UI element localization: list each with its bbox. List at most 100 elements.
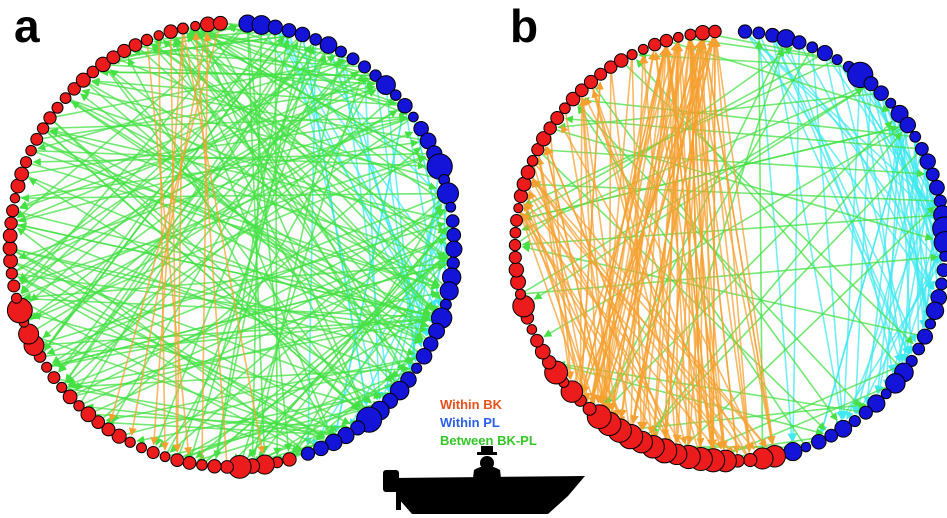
node-pl <box>427 154 452 179</box>
node-pl <box>282 24 296 38</box>
legend-entry: Within BK <box>440 397 503 412</box>
node-pl <box>320 37 337 54</box>
node-pl <box>915 143 928 156</box>
node-pl <box>936 278 947 290</box>
node-pl <box>801 442 811 452</box>
edge <box>59 44 312 371</box>
node-bk <box>510 227 521 238</box>
node-bk <box>638 44 648 54</box>
node-bk <box>208 460 221 473</box>
node-bk <box>201 17 216 32</box>
node-bk <box>709 25 721 37</box>
node-bk <box>60 93 71 104</box>
node-bk <box>197 460 208 471</box>
node-bk <box>10 194 19 203</box>
node-bk <box>551 112 564 125</box>
node-bk <box>511 214 523 226</box>
node-bk <box>3 241 17 255</box>
node-pl <box>295 27 310 42</box>
node-pl <box>930 180 945 195</box>
node-pl <box>910 131 921 142</box>
node-pl <box>793 36 806 49</box>
node-bk <box>744 453 757 466</box>
node-bk <box>26 145 37 156</box>
node-bk <box>37 123 48 134</box>
node-pl <box>347 53 359 65</box>
node-pl <box>446 215 459 228</box>
node-bk <box>674 32 684 42</box>
node-bk <box>283 453 296 466</box>
node-bk <box>15 167 29 181</box>
node-bk <box>685 29 696 40</box>
node-bk <box>52 102 63 113</box>
node-pl <box>859 406 872 419</box>
node-bk <box>4 254 18 268</box>
node-pl <box>437 183 458 204</box>
node-pl <box>940 251 947 261</box>
node-bk <box>213 16 227 30</box>
node-bk <box>660 34 672 46</box>
node-pl <box>252 16 271 35</box>
node-bk <box>627 50 637 60</box>
node-bk <box>42 362 52 372</box>
node-pl <box>753 27 765 39</box>
node-bk <box>137 443 147 453</box>
node-pl <box>926 168 939 181</box>
node-pl <box>832 55 842 65</box>
node-pl <box>926 302 943 319</box>
node-bk <box>48 372 60 384</box>
node-pl <box>777 30 795 48</box>
panel-label: a <box>14 0 40 52</box>
node-bk <box>695 26 709 40</box>
edge <box>580 97 581 393</box>
boat-icon <box>383 446 585 514</box>
node-bk <box>509 239 520 250</box>
node-pl <box>447 257 459 269</box>
node-bk <box>147 447 159 459</box>
node-bk <box>164 25 177 38</box>
node-bk <box>129 39 142 52</box>
node-bk <box>3 229 17 243</box>
node-bk <box>527 325 537 335</box>
node-pl <box>900 117 915 132</box>
node-pl <box>920 154 935 169</box>
node-bk <box>74 401 84 411</box>
panel-label: b <box>510 0 538 52</box>
node-pl <box>447 228 461 242</box>
node-pl <box>825 429 838 442</box>
node-bk <box>5 217 17 229</box>
node-pl <box>446 241 462 257</box>
node-bk <box>521 166 535 180</box>
node-bk <box>221 461 234 474</box>
node-pl <box>913 343 925 355</box>
node-pl <box>874 86 888 100</box>
node-pl <box>398 99 412 113</box>
node-bk <box>44 112 56 124</box>
node-pl <box>925 319 935 329</box>
node-bk <box>509 251 521 263</box>
node-bk <box>191 21 200 30</box>
node-bk <box>7 205 19 217</box>
node-bk <box>141 34 152 45</box>
node-pl <box>416 349 432 365</box>
node-pl <box>268 20 282 34</box>
node-pl <box>784 443 802 461</box>
node-bk <box>160 452 170 462</box>
node-pl <box>314 441 329 456</box>
node-bk <box>178 23 189 34</box>
legend-entry: Between BK-PL <box>440 433 537 448</box>
node-bk <box>515 289 525 299</box>
node-pl <box>412 363 422 373</box>
node-bk <box>509 263 523 277</box>
node-pl <box>390 90 401 101</box>
node-bk <box>31 133 43 145</box>
node-bk <box>527 156 538 167</box>
figure: a b Within BK Within PL Between BK-PL <box>0 0 947 518</box>
node-pl <box>807 42 818 53</box>
legend-entry: Within PL <box>440 415 500 430</box>
node-pl <box>359 61 371 73</box>
node-bk <box>154 31 164 41</box>
node-pl <box>310 34 322 46</box>
node-pl <box>937 264 947 277</box>
node-pl <box>917 329 932 344</box>
